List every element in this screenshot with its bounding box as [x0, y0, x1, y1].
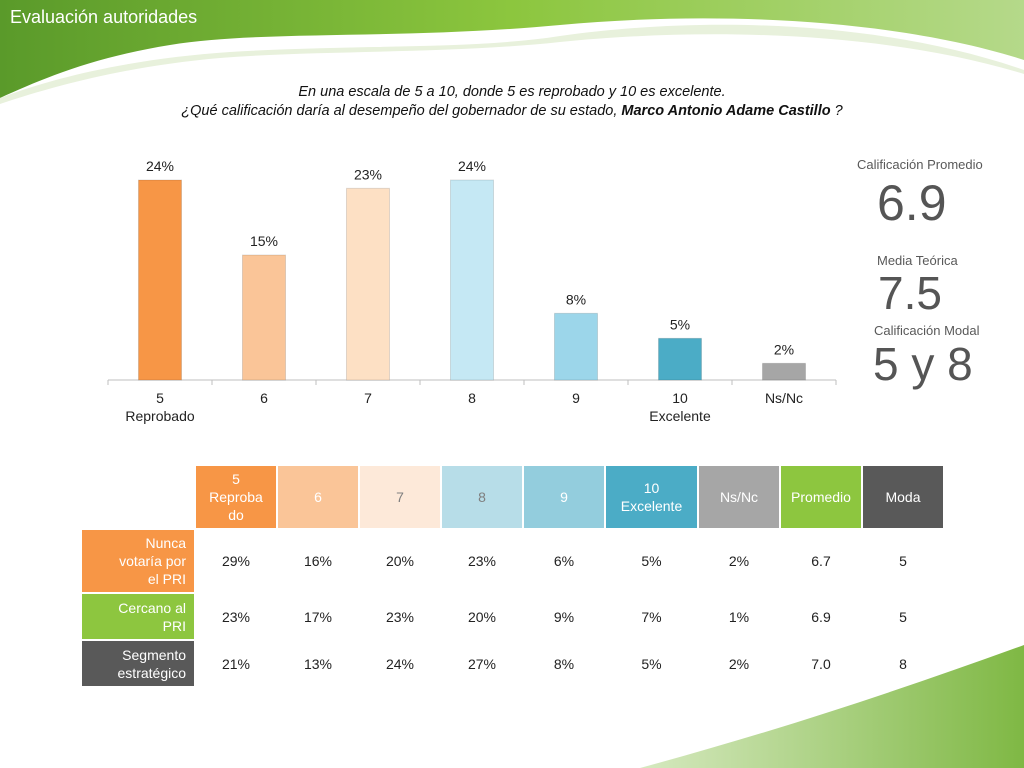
table-cell: 5%: [641, 655, 662, 672]
data-label-4: 8%: [566, 291, 586, 307]
x-tick-label-5: 10: [672, 390, 688, 406]
data-label-6: 2%: [774, 341, 794, 357]
segment-table: 5 Reproba do 6 7 8 9 10 Excelente Ns/Nc Promedio Mo…: [80, 464, 945, 688]
table-header-cell: 9: [524, 466, 604, 528]
mode-label: Calificación Modal: [874, 323, 980, 338]
data-label-3: 24%: [458, 158, 486, 174]
row-label: Cercano al PRI: [82, 594, 194, 639]
table-cell: 2%: [728, 553, 750, 569]
table-cell: 5%: [641, 553, 662, 569]
data-label-5: 5%: [670, 316, 690, 332]
question-line-2: ¿Qué calificación daría al desempeño del…: [0, 102, 1024, 121]
table-cell: 5: [899, 553, 907, 569]
table-cell: 9%: [553, 608, 575, 625]
data-label-2: 23%: [354, 166, 382, 182]
bar-2: [346, 187, 390, 381]
table-cell: 17%: [303, 608, 333, 625]
bar-6: [762, 362, 806, 381]
average-label: Calificación Promedio: [857, 157, 983, 172]
table-cell: 20%: [385, 553, 415, 569]
table-cell: 5: [899, 608, 907, 625]
table-header-cell: Promedio: [781, 466, 861, 528]
theoretical-mean-value: 7.5: [878, 267, 942, 319]
table-cell: 7.0: [811, 655, 831, 672]
bar-0: [138, 179, 182, 381]
bar-5: [658, 337, 702, 381]
bar-4: [554, 312, 598, 381]
table-row: Segmento estratégico 21% 13% 24% 27% 8% 5% 2% 7.0…: [82, 641, 943, 686]
row-label: Segmento estratégico: [82, 641, 194, 686]
table-header-cell: Ns/Nc: [699, 466, 779, 528]
question-line-1: En una escala de 5 a 10, donde 5 es repr…: [298, 84, 726, 100]
table-header-cell: 7: [360, 466, 440, 528]
question-line-2-prefix: ¿Qué calificación daría al desempeño del…: [181, 103, 622, 119]
table-cell: 20%: [467, 608, 497, 625]
governor-name: Marco Antonio Adame Castillo: [621, 103, 831, 119]
table-cell: 24%: [385, 655, 415, 672]
table-cell: 8%: [553, 655, 575, 672]
bar-1: [242, 254, 286, 381]
row-label: Nunca votaría por el PRI: [82, 530, 194, 592]
table-cell: 23%: [467, 553, 497, 569]
table-row: Cercano al PRI 23% 17% 23% 20% 9% 7% 1% 6.9 5: [82, 594, 943, 639]
survey-question: En una escala de 5 a 10, donde 5 es repr…: [0, 83, 1024, 121]
bar-chart: 24% 5 Reprobado 15% 6 23% 7 24% 8 8% 9 5% 10 Excelent…: [107, 158, 837, 424]
table-cell: 13%: [303, 655, 333, 672]
mode-value: 5 y 8: [873, 338, 973, 390]
table-cell: 2%: [728, 655, 750, 672]
theoretical-mean-label: Media Teórica: [877, 253, 958, 268]
x-tick-label-0: 5: [156, 390, 164, 406]
x-tick-label-4: 9: [572, 390, 580, 406]
bar-3: [450, 179, 494, 381]
x-tick-label-1: 6: [260, 390, 268, 406]
table-cell: 6%: [553, 553, 575, 569]
table-cell: 7%: [641, 608, 662, 625]
table-corner: [82, 466, 194, 528]
table-cell: 16%: [303, 553, 333, 569]
table-cell: 23%: [385, 608, 415, 625]
x-tick-label-2: 7: [364, 390, 372, 406]
x-tick-label-6: Ns/Nc: [765, 390, 803, 406]
table-cell: 23%: [221, 608, 251, 625]
x-tick-label-3: 8: [468, 390, 476, 406]
table-cell: 27%: [467, 655, 497, 672]
table-cell: 21%: [221, 655, 251, 672]
page-title: Evaluación autoridades: [10, 7, 198, 27]
table-cell: 1%: [728, 608, 750, 625]
table-header-row: 5 Reproba do 6 7 8 9 10 Excelente Ns/Nc Promedio Mo…: [82, 466, 943, 528]
x-tick-label-5: Excelente: [649, 408, 711, 424]
table-cell: 6.9: [811, 608, 831, 625]
table-header-cell: Moda: [863, 466, 943, 528]
average-value: 6.9: [877, 175, 947, 231]
table-header-cell: 5 Reproba do: [196, 466, 276, 528]
table-header-cell: 10 Excelente: [606, 466, 697, 528]
table-row: Nunca votaría por el PRI 29% 16% 20% 23% 6% 5% 2%…: [82, 530, 943, 592]
data-label-1: 15%: [250, 233, 278, 249]
table-header-cell: 6: [278, 466, 358, 528]
question-line-2-suffix: ?: [830, 103, 843, 119]
table-cell: 8: [899, 655, 907, 672]
data-label-0: 24%: [146, 158, 174, 174]
x-tick-label-0: Reprobado: [125, 408, 194, 424]
table-header-cell: 8: [442, 466, 522, 528]
table-cell: 29%: [221, 553, 251, 569]
table-cell: 6.7: [811, 553, 831, 569]
